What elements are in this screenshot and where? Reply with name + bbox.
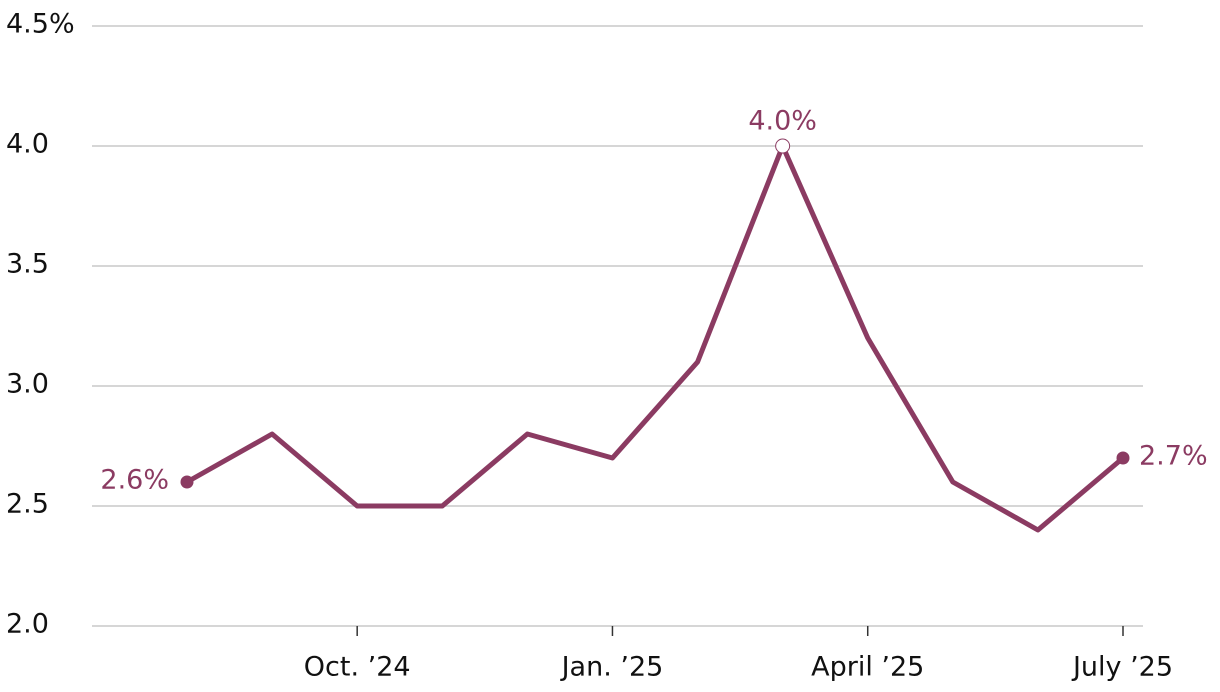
x-tick-label: July ’25 [1071,652,1173,683]
point-marker [180,475,194,489]
x-tick-label: Jan. ’25 [560,652,664,683]
x-tick-label: Oct. ’24 [304,652,411,683]
point-marker [775,138,791,154]
point-marker [1116,451,1130,465]
data-label: 4.0% [748,106,817,137]
y-tick-label: 4.0 [6,129,49,160]
y-tick-label: 3.5 [6,249,49,280]
data-label: 2.6% [100,465,169,496]
line [185,143,1125,533]
x-tick-label: April ’25 [811,652,924,683]
y-tick-label: 2.5 [6,489,49,520]
y-tick-label: 2.0 [6,609,49,640]
y-tick-label: 4.5% [6,9,75,40]
data-label: 2.7% [1139,441,1208,472]
y-tick-label: 3.0 [6,369,49,400]
